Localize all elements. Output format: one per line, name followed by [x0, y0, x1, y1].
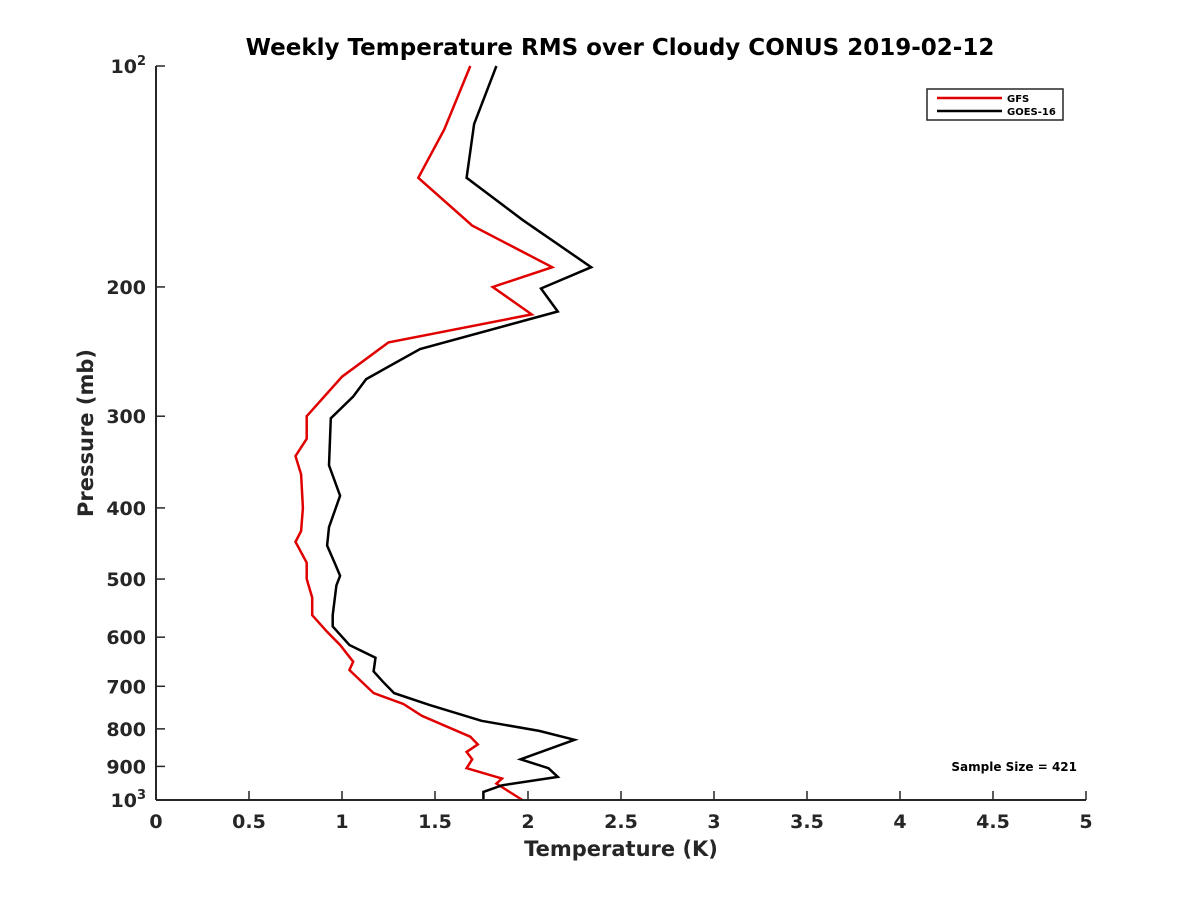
y-axis-ticks: 102 200 300 400 500 600 700 800 900 103: [106, 54, 165, 812]
y-axis-title: Pressure (mb): [74, 349, 98, 517]
x-tick-label: 2.5: [604, 811, 638, 833]
legend-label-gfs: GFS: [1007, 94, 1029, 105]
x-tick-label: 3: [707, 811, 720, 833]
series-line-gfs: [294, 65, 556, 802]
x-tick-label: 1.5: [418, 811, 452, 833]
sample-size-annotation: Sample Size = 421: [951, 760, 1077, 774]
y-tick-label: 600: [106, 627, 146, 649]
y-tick-label: 800: [106, 719, 146, 741]
y-tick-label: 103: [111, 788, 147, 812]
y-tick-label: 400: [106, 498, 146, 520]
x-axis-title: Temperature (K): [524, 837, 718, 861]
x-axis-ticks: 0 0.5 1 1.5 2 2.5 3 3.5 4 4.5 5: [149, 791, 1093, 833]
x-tick-label: 1: [335, 811, 348, 833]
y-tick-label: 700: [106, 676, 146, 698]
y-tick-label: 300: [106, 406, 146, 428]
x-tick-label: 0: [149, 811, 162, 833]
y-tick-label: 500: [106, 569, 146, 591]
x-tick-label: 3.5: [790, 811, 824, 833]
y-tick-label: 200: [106, 277, 146, 299]
legend-box: [926, 88, 1064, 121]
chart-title: Weekly Temperature RMS over Cloudy CONUS…: [246, 35, 995, 61]
x-tick-label: 4: [893, 811, 906, 833]
legend: GFS GOES-16: [926, 88, 1064, 121]
x-tick-label: 5: [1079, 811, 1092, 833]
x-tick-label: 2: [521, 811, 534, 833]
y-tick-label: 900: [106, 756, 146, 778]
x-tick-label: 4.5: [976, 811, 1010, 833]
series-line-goes-16: [325, 65, 594, 800]
series-layer: [294, 65, 594, 802]
legend-label-goes-16: GOES-16: [1007, 107, 1056, 118]
y-tick-label: 102: [111, 54, 147, 78]
x-tick-label: 0.5: [232, 811, 266, 833]
